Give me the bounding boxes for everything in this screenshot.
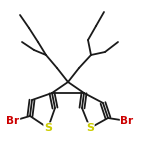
Text: Br: Br [120, 116, 134, 126]
Text: Br: Br [6, 116, 20, 126]
Text: S: S [86, 123, 94, 133]
Text: S: S [44, 123, 52, 133]
